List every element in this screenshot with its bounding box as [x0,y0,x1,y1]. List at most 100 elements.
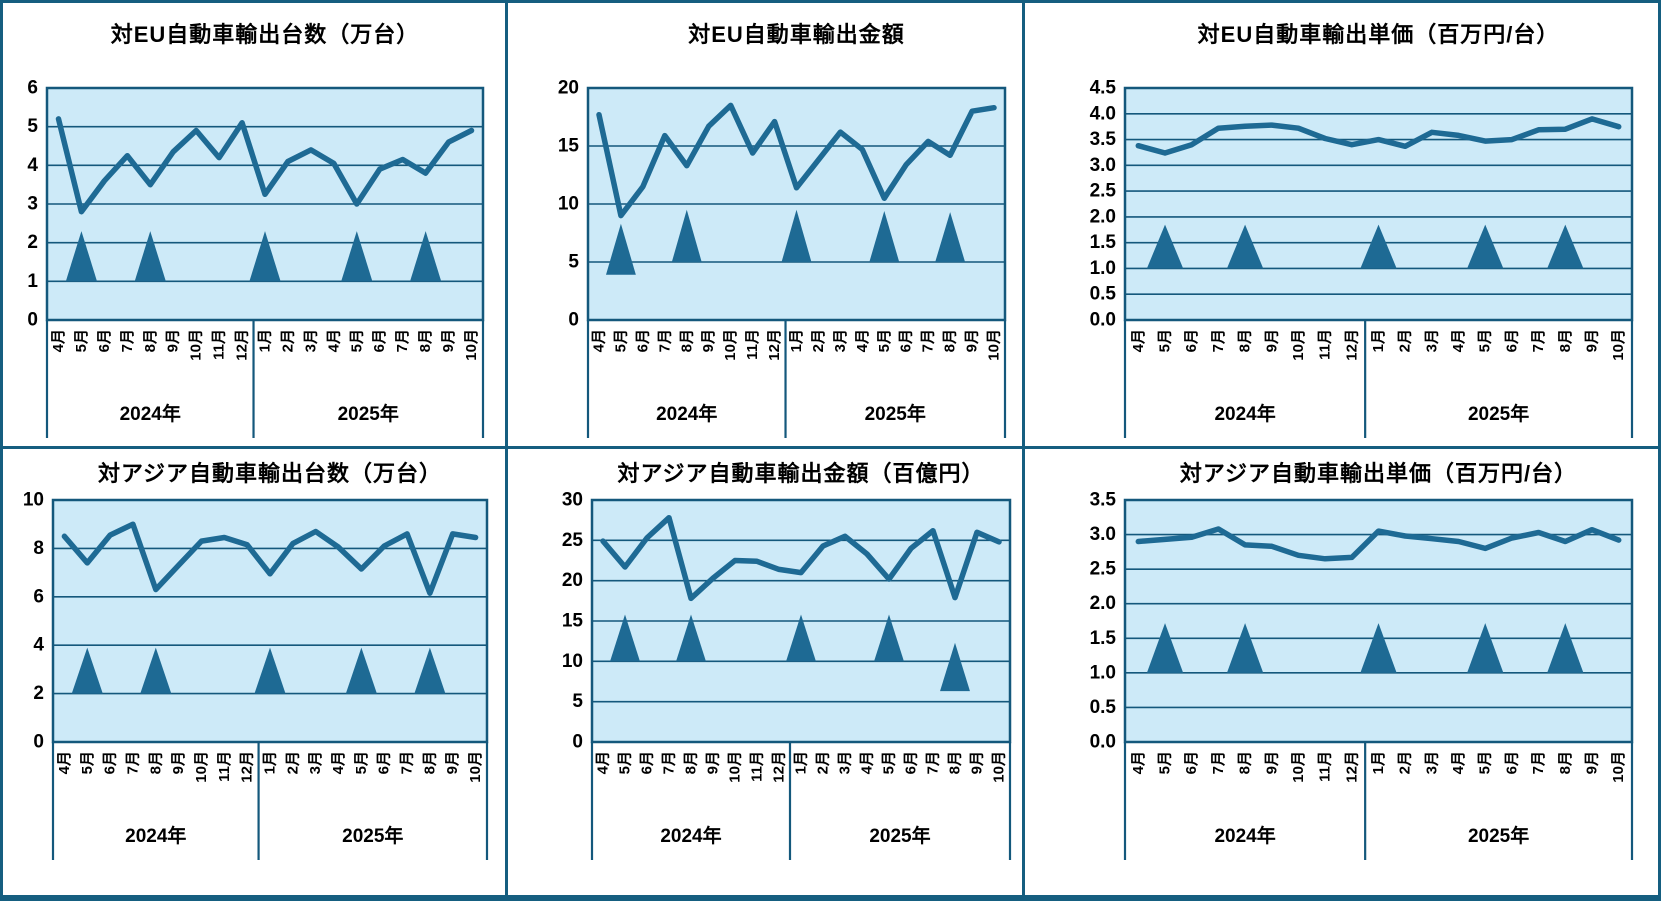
month-label: 2月 [815,751,832,774]
y-tick-label: 6 [27,78,38,99]
year-labels: 2024年 2025年 [120,402,399,425]
month-label: 5月 [348,329,365,352]
y-tick-label: 0 [33,732,44,753]
month-label: 7月 [656,329,673,352]
month-label: 8月 [1557,751,1574,774]
month-label: 4月 [1450,751,1467,774]
month-label: 7月 [1210,751,1227,774]
holiday-triangle-marker [676,614,706,662]
month-label: 9月 [705,751,722,774]
plot-area [1125,500,1632,742]
holiday-triangles [65,231,442,282]
y-tick-label: 6 [33,586,44,607]
holiday-triangle-marker [1226,224,1264,269]
data-line [596,102,997,219]
month-axis-labels: 4月 5月 6月 7月 8月 9月 10月 11月 12月 1月 2月 3月 4月 5月 6月 7月 8月 9月 1… [590,329,1002,361]
month-label: 3月 [832,329,849,352]
month-label: 1月 [1370,329,1387,352]
month-axis-labels: 4月 5月 6月 7月 8月 9月 10月 11月 12月 1月 2月 3月 4月 5月 6月 7月 8月 9月 1… [1130,751,1627,783]
y-tick-label: 0.0 [1090,310,1116,331]
chart-panel-eu-value: 対EU自動車輸出金額 0 5 10 15 20 4月 5月 6月 7月 8月 9月 10月 11月 12月… [508,3,1022,446]
holiday-triangle-marker [1360,224,1397,269]
holiday-triangle-marker [414,647,446,694]
month-label: 4月 [50,329,67,352]
holiday-triangles [610,614,970,692]
month-label: 2月 [284,751,301,774]
y-axis-labels: 0.0 0.5 1.0 1.5 2.0 2.5 3.0 3.5 4.0 4.5 [1090,78,1117,331]
month-label: 12月 [766,329,783,361]
month-label: 11月 [216,751,233,782]
plot-border [45,86,485,322]
holiday-triangle-marker [781,209,812,262]
month-label: 5月 [353,751,370,774]
month-label: 7月 [1210,329,1227,352]
month-label: 6月 [1503,751,1520,774]
y-axis-labels: 0 2 4 6 8 10 [23,490,45,753]
month-axis-labels: 4月 5月 6月 7月 8月 9月 10月 11月 12月 1月 2月 3月 4月 5月 6月 7月 8月 9月 1… [56,751,484,783]
month-label: 9月 [444,751,461,774]
month-label: 3月 [307,751,324,774]
month-label: 10月 [727,751,744,783]
holiday-triangle-marker [1360,623,1397,673]
month-label: 6月 [102,751,119,774]
month-label: 10月 [1610,329,1627,361]
holiday-triangle-marker [134,231,166,282]
y-tick-label: 1.5 [1090,232,1117,253]
y-tick-label: 3.5 [1090,490,1117,511]
y-tick-label: 10 [23,490,44,511]
y-tick-label: 0 [572,732,583,753]
year-separator-lines [1123,742,1634,860]
y-axis-labels: 0 1 2 3 4 5 6 [27,78,38,331]
month-label: 6月 [1183,329,1200,352]
month-label: 7月 [399,751,416,774]
month-label: 12月 [234,329,251,361]
month-label: 5月 [1157,751,1174,774]
month-label: 10月 [722,329,739,361]
chart-canvas: 0 1 2 3 4 5 6 4月 5月 6月 7月 8月 9月 10月 11月 12月 1月 2月 3月 4月 5月 6月… [27,78,485,438]
month-label: 10月 [463,329,480,361]
plot-border [51,498,489,744]
y-tick-label: 2.5 [1090,559,1117,580]
month-label: 8月 [683,751,700,774]
year-label-2025: 2025年 [338,402,399,425]
holiday-triangle-marker [869,210,900,262]
holiday-triangle-marker [1467,224,1504,269]
chart-canvas: 0.0 0.5 1.0 1.5 2.0 2.5 3.0 3.5 4.0 4.5 4月 5月 6月 7月 8月… [1090,78,1634,438]
y-tick-label: 2.5 [1090,181,1117,202]
y-tick-label: 4.5 [1090,78,1117,99]
y-tick-label: 0.0 [1090,732,1116,753]
month-label: 11月 [749,751,766,782]
chart-title: 対EU自動車輸出金額 [688,22,905,47]
month-label: 12月 [1343,329,1360,361]
holiday-triangle-marker [140,647,172,694]
month-label: 3月 [837,751,854,774]
month-label: 5月 [876,329,893,352]
y-tick-label: 1.0 [1090,258,1116,279]
month-label: 10月 [467,751,484,783]
month-label: 5月 [881,751,898,774]
month-label: 9月 [1263,329,1280,352]
y-tick-label: 3.0 [1090,155,1116,176]
month-label: 8月 [142,329,159,352]
y-tick-label: 20 [562,570,583,591]
holiday-triangles [1146,224,1584,269]
year-separator-lines [586,320,1007,438]
holiday-triangle-marker [65,231,98,282]
month-label: 6月 [903,751,920,774]
year-separator-lines [45,320,485,438]
month-axis-labels: 4月 5月 6月 7月 8月 9月 10月 11月 12月 1月 2月 3月 4月 5月 6月 7月 8月 9月 1… [595,751,1008,783]
month-label: 6月 [634,329,651,352]
year-label-2025: 2025年 [869,824,930,847]
month-label: 6月 [371,329,388,352]
holiday-triangle-marker [940,642,970,692]
year-labels: 2024年 2025年 [1214,402,1529,425]
month-label: 8月 [942,329,959,352]
month-label: 5月 [79,751,96,774]
y-tick-label: 3.0 [1090,524,1116,545]
month-label: 10月 [986,329,1003,361]
month-label: 10月 [193,751,210,783]
month-label: 11月 [211,329,228,360]
